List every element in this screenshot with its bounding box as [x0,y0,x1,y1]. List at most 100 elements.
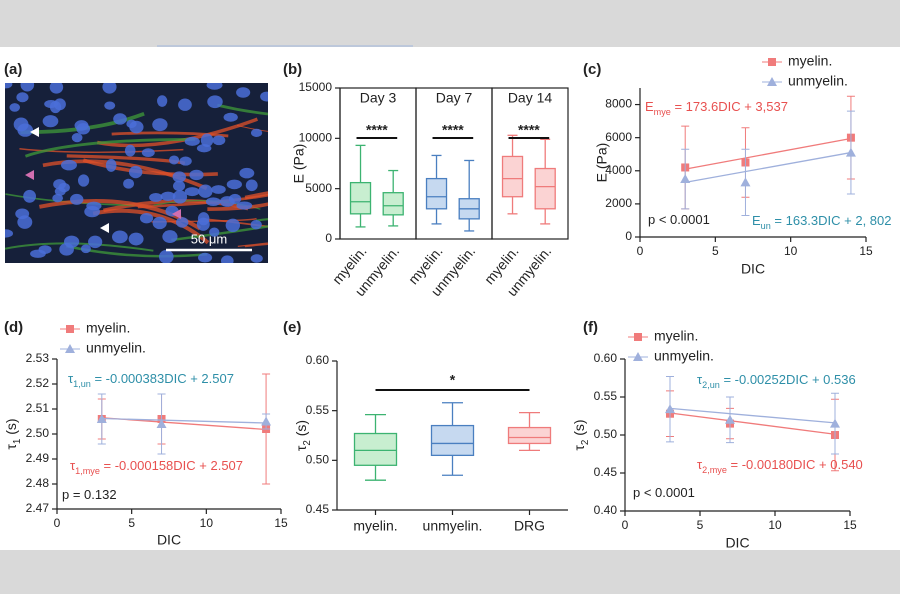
fiber [19,148,184,154]
nucleus [53,179,66,190]
significance-label: **** [366,122,388,138]
legend-marker [66,325,74,333]
nucleus [176,217,189,228]
box [430,424,475,457]
subpanel-title: Day 7 [436,90,473,106]
x-tick-label: 5 [697,518,704,532]
y-axis-label: τ1 (s) [3,418,23,449]
bottom-band [0,550,900,594]
nucleus [60,159,77,171]
legend-marker [65,344,75,353]
annotation-rest: = -0.000383DIC + 2.507 [91,371,234,386]
fiber [111,131,229,138]
nucleus [159,249,174,263]
fiber [42,159,208,191]
point [665,404,675,414]
y-tick-label: 10000 [299,131,333,145]
legend-label: unmyelin. [788,73,848,89]
nucleus [141,148,155,158]
nucleus [64,235,80,248]
arrowhead [100,223,109,233]
legend-marker [633,352,643,361]
nucleus [105,158,117,172]
subpanel-frame [415,87,493,240]
nucleus [239,167,255,179]
y-tick-label: 2.47 [26,501,50,515]
annotation: τ1,un = -0.000383DIC + 2.507 [68,371,234,389]
y-tick-label: 0.60 [306,353,330,367]
nucleus [160,191,176,202]
x-tick-label: 5 [128,516,135,530]
nucleus [212,135,226,146]
y-tick-label: 2000 [605,196,632,210]
point [830,418,840,428]
nucleus [205,197,221,207]
annotation-rest: = -0.00252DIC + 0.536 [720,372,856,387]
y-axis-label-text: τ [3,444,19,450]
y-axis-label: τ2 (s) [293,420,313,451]
subpanel-frame [491,87,569,240]
fit-line [685,151,852,184]
annotation-rest: = 163.3DIC + 2, 802 [771,213,892,228]
nucleus [260,91,268,102]
nucleus [5,83,13,89]
fiber [244,191,268,200]
fit-line [101,417,267,424]
x-tick-label: unmyelin. [423,518,483,534]
fiber [96,117,258,148]
panel-label: (f) [583,319,598,336]
nucleus [53,98,66,111]
nucleus [228,193,242,204]
nucleus [245,179,258,192]
annotation-sub: un [761,221,771,231]
annotation-text: E [752,213,761,228]
subpanel-frame [339,87,417,240]
nucleus [211,185,226,194]
nucleus [173,180,186,192]
nucleus [128,232,144,246]
y-tick-label: 5000 [305,181,332,195]
y-axis-label-text: τ [293,445,309,451]
panel-label: (d) [4,319,23,336]
y-tick-label: 2.51 [26,401,50,415]
arrowhead [30,127,39,137]
nucleus [225,218,241,233]
legend-label: myelin. [86,320,130,336]
point [725,414,735,424]
annotation: Emye = 173.6DIC + 3,537 [645,99,788,117]
y-tick-label: 0.40 [594,503,618,517]
y-tick-label: 0.60 [594,351,618,365]
nucleus [9,103,20,112]
point [96,414,107,423]
nucleus [152,216,167,230]
panel-label: (b) [283,61,302,78]
y-tick-label: 0.45 [306,502,330,516]
nucleus [209,227,220,237]
box [501,155,524,198]
fiber [92,208,210,245]
y-tick-label: 0 [625,229,632,243]
nucleus [129,120,144,134]
nucleus [80,244,91,254]
fit-line [669,412,836,435]
box [382,192,404,216]
fit-line [669,407,836,424]
box [349,181,372,215]
y-axis-label-text: τ [571,445,587,451]
fiber [237,242,268,248]
nucleus [172,171,186,183]
nucleus [206,83,223,90]
nucleus [196,217,210,231]
nucleus [189,169,204,181]
nucleus [179,156,192,166]
nucleus [76,123,91,135]
annotation: τ1,mye = -0.000158DIC + 2.507 [70,458,243,476]
nucleus [30,249,46,258]
box [534,167,556,210]
box [353,432,398,466]
significance-label: * [450,372,456,388]
nucleus [178,98,192,111]
micrograph [5,83,268,263]
x-tick-label: 0 [622,518,629,532]
